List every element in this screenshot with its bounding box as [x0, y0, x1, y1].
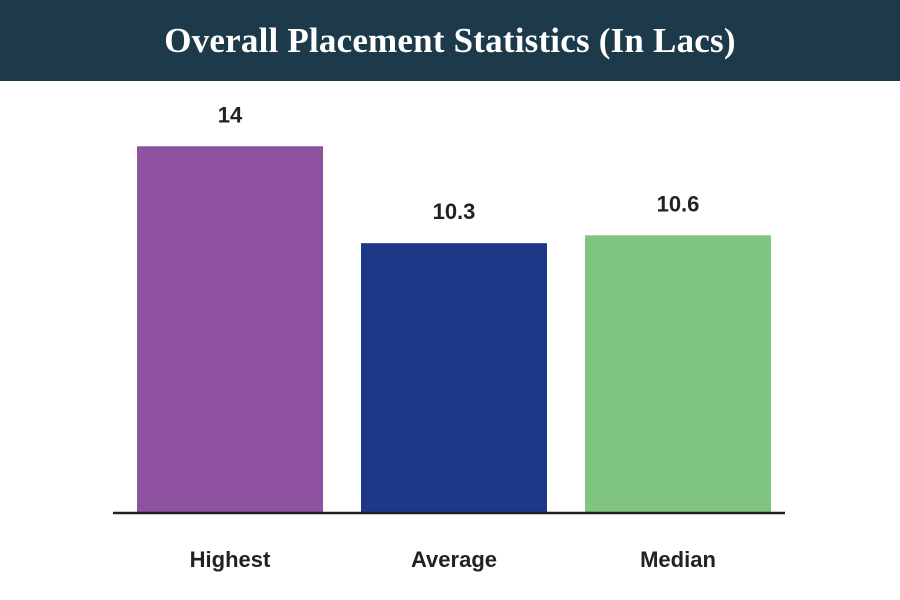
category-label-median: Median — [640, 547, 716, 572]
bar-highest — [137, 146, 323, 513]
labels-layer: 14 Highest 10.3 Average 10.6 Median — [190, 102, 716, 572]
data-label-average: 10.3 — [433, 199, 476, 224]
category-label-average: Average — [411, 547, 497, 572]
bar-median — [585, 235, 771, 513]
category-label-highest: Highest — [190, 547, 271, 572]
chart-title: Overall Placement Statistics (In Lacs) — [164, 20, 736, 60]
data-label-highest: 14 — [218, 102, 243, 127]
data-label-median: 10.6 — [657, 191, 700, 216]
bar-chart: 14 Highest 10.3 Average 10.6 Median — [113, 102, 785, 572]
bar-average — [361, 243, 547, 513]
bars-layer — [137, 146, 771, 513]
chart-header: Overall Placement Statistics (In Lacs) — [0, 0, 900, 81]
